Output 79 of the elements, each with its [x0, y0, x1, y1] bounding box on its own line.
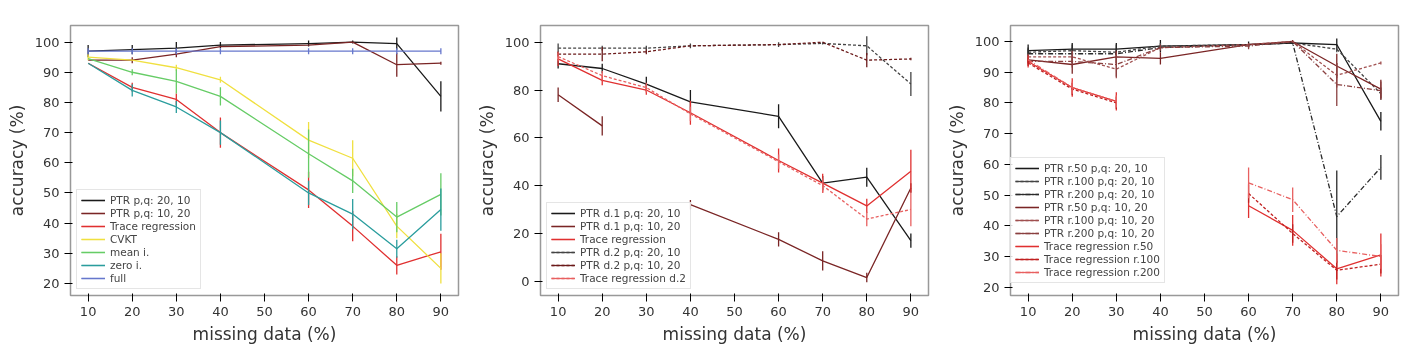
legend-label: Trace regression [110, 220, 196, 232]
legend-label: PTR r.100 p,q: 20, 10 [1044, 175, 1155, 187]
x-tick-label: 90 [902, 303, 920, 319]
x-tick-label: 90 [1372, 303, 1390, 319]
y-tick-label: 80 [42, 94, 60, 110]
y-axis-title: accuracy (%) [476, 104, 497, 217]
y-tick-label: 100 [34, 34, 60, 50]
legend-label: zero i. [110, 259, 143, 271]
x-tick-label: 10 [1019, 303, 1037, 319]
y-tick-label: 60 [512, 130, 530, 146]
x-tick-label: 80 [388, 303, 406, 319]
legend-label: full [110, 272, 128, 284]
y-tick-label: 60 [982, 156, 1000, 172]
x-tick-label: 40 [1152, 303, 1169, 319]
x-axis-title: missing data (%) [662, 323, 807, 344]
x-tick-label: 20 [593, 303, 611, 319]
x-tick-label: 60 [300, 303, 317, 319]
legend-label: PTR r.50 p,q: 20, 10 [1044, 162, 1148, 174]
x-axis-title: missing data (%) [192, 323, 337, 344]
x-tick-label: 20 [123, 303, 141, 319]
x-tick-label: 50 [256, 303, 273, 319]
legend-label: PTR d.1 p,q: 10, 20 [580, 220, 681, 232]
x-tick-label: 50 [726, 303, 743, 319]
x-tick-label: 20 [1063, 303, 1081, 319]
x-tick-label: 40 [682, 303, 699, 319]
y-tick-label: 20 [982, 279, 1000, 295]
x-axis-title: missing data (%) [1132, 323, 1277, 344]
legend-label: mean i. [110, 246, 150, 258]
y-tick-label: 40 [42, 215, 60, 231]
y-tick-label: 90 [982, 64, 1000, 80]
x-tick-label: 10 [549, 303, 567, 319]
y-tick-label: 80 [982, 95, 1000, 111]
y-tick-label: 0 [521, 273, 530, 289]
legend-label: PTR p,q: 10, 20 [110, 207, 191, 219]
y-axis-title: accuracy (%) [6, 104, 27, 217]
legend-label: PTR d.1 p,q: 20, 10 [580, 207, 681, 219]
y-tick-label: 50 [982, 187, 1000, 203]
y-tick-label: 20 [512, 225, 530, 241]
x-tick-label: 70 [344, 303, 361, 319]
y-tick-label: 40 [982, 218, 1000, 234]
x-tick-label: 30 [168, 303, 185, 319]
legend-label: Trace regression r.50 [1044, 240, 1154, 252]
legend-label: PTR r.200 p,q: 20, 10 [1044, 188, 1155, 200]
legend-label: Trace regression r.100 [1044, 253, 1160, 265]
x-tick-label: 60 [770, 303, 787, 319]
y-tick-label: 30 [42, 245, 60, 261]
y-tick-label: 40 [512, 178, 530, 194]
legend-label: PTR p,q: 20, 10 [110, 194, 191, 206]
y-tick-label: 30 [982, 248, 1000, 264]
legend-label: PTR d.2 p,q: 10, 20 [580, 259, 681, 271]
y-tick-label: 50 [42, 185, 60, 201]
x-tick-label: 70 [814, 303, 831, 319]
x-tick-label: 50 [1196, 303, 1213, 319]
x-tick-label: 80 [1328, 303, 1346, 319]
legend-label: PTR r.200 p,q: 10, 20 [1044, 227, 1155, 239]
x-tick-label: 30 [1108, 303, 1125, 319]
y-tick-label: 70 [982, 126, 1000, 142]
y-axis-title: accuracy (%) [946, 104, 967, 217]
y-tick-label: 80 [512, 82, 530, 98]
x-tick-label: 60 [1240, 303, 1257, 319]
x-tick-label: 40 [212, 303, 229, 319]
legend-label: PTR r.100 p,q: 10, 20 [1044, 214, 1155, 226]
legend-label: PTR d.2 p,q: 20, 10 [580, 246, 681, 258]
x-tick-label: 10 [79, 303, 97, 319]
legend-label: Trace regression r.200 [1044, 266, 1160, 278]
y-tick-label: 20 [42, 275, 60, 291]
x-tick-label: 90 [432, 303, 450, 319]
legend-label: Trace regression [580, 233, 666, 245]
legend-label: CVKT [110, 233, 137, 245]
y-tick-label: 100 [974, 33, 1000, 49]
legend-label: Trace regression d.2 [580, 272, 686, 284]
x-tick-label: 30 [638, 303, 655, 319]
legend-label: PTR r.50 p,q: 10, 20 [1044, 201, 1148, 213]
x-tick-label: 70 [1284, 303, 1301, 319]
y-tick-label: 100 [504, 34, 530, 50]
x-tick-label: 80 [858, 303, 876, 319]
y-tick-label: 60 [42, 155, 60, 171]
y-tick-label: 70 [42, 125, 60, 141]
y-tick-label: 90 [42, 64, 60, 80]
